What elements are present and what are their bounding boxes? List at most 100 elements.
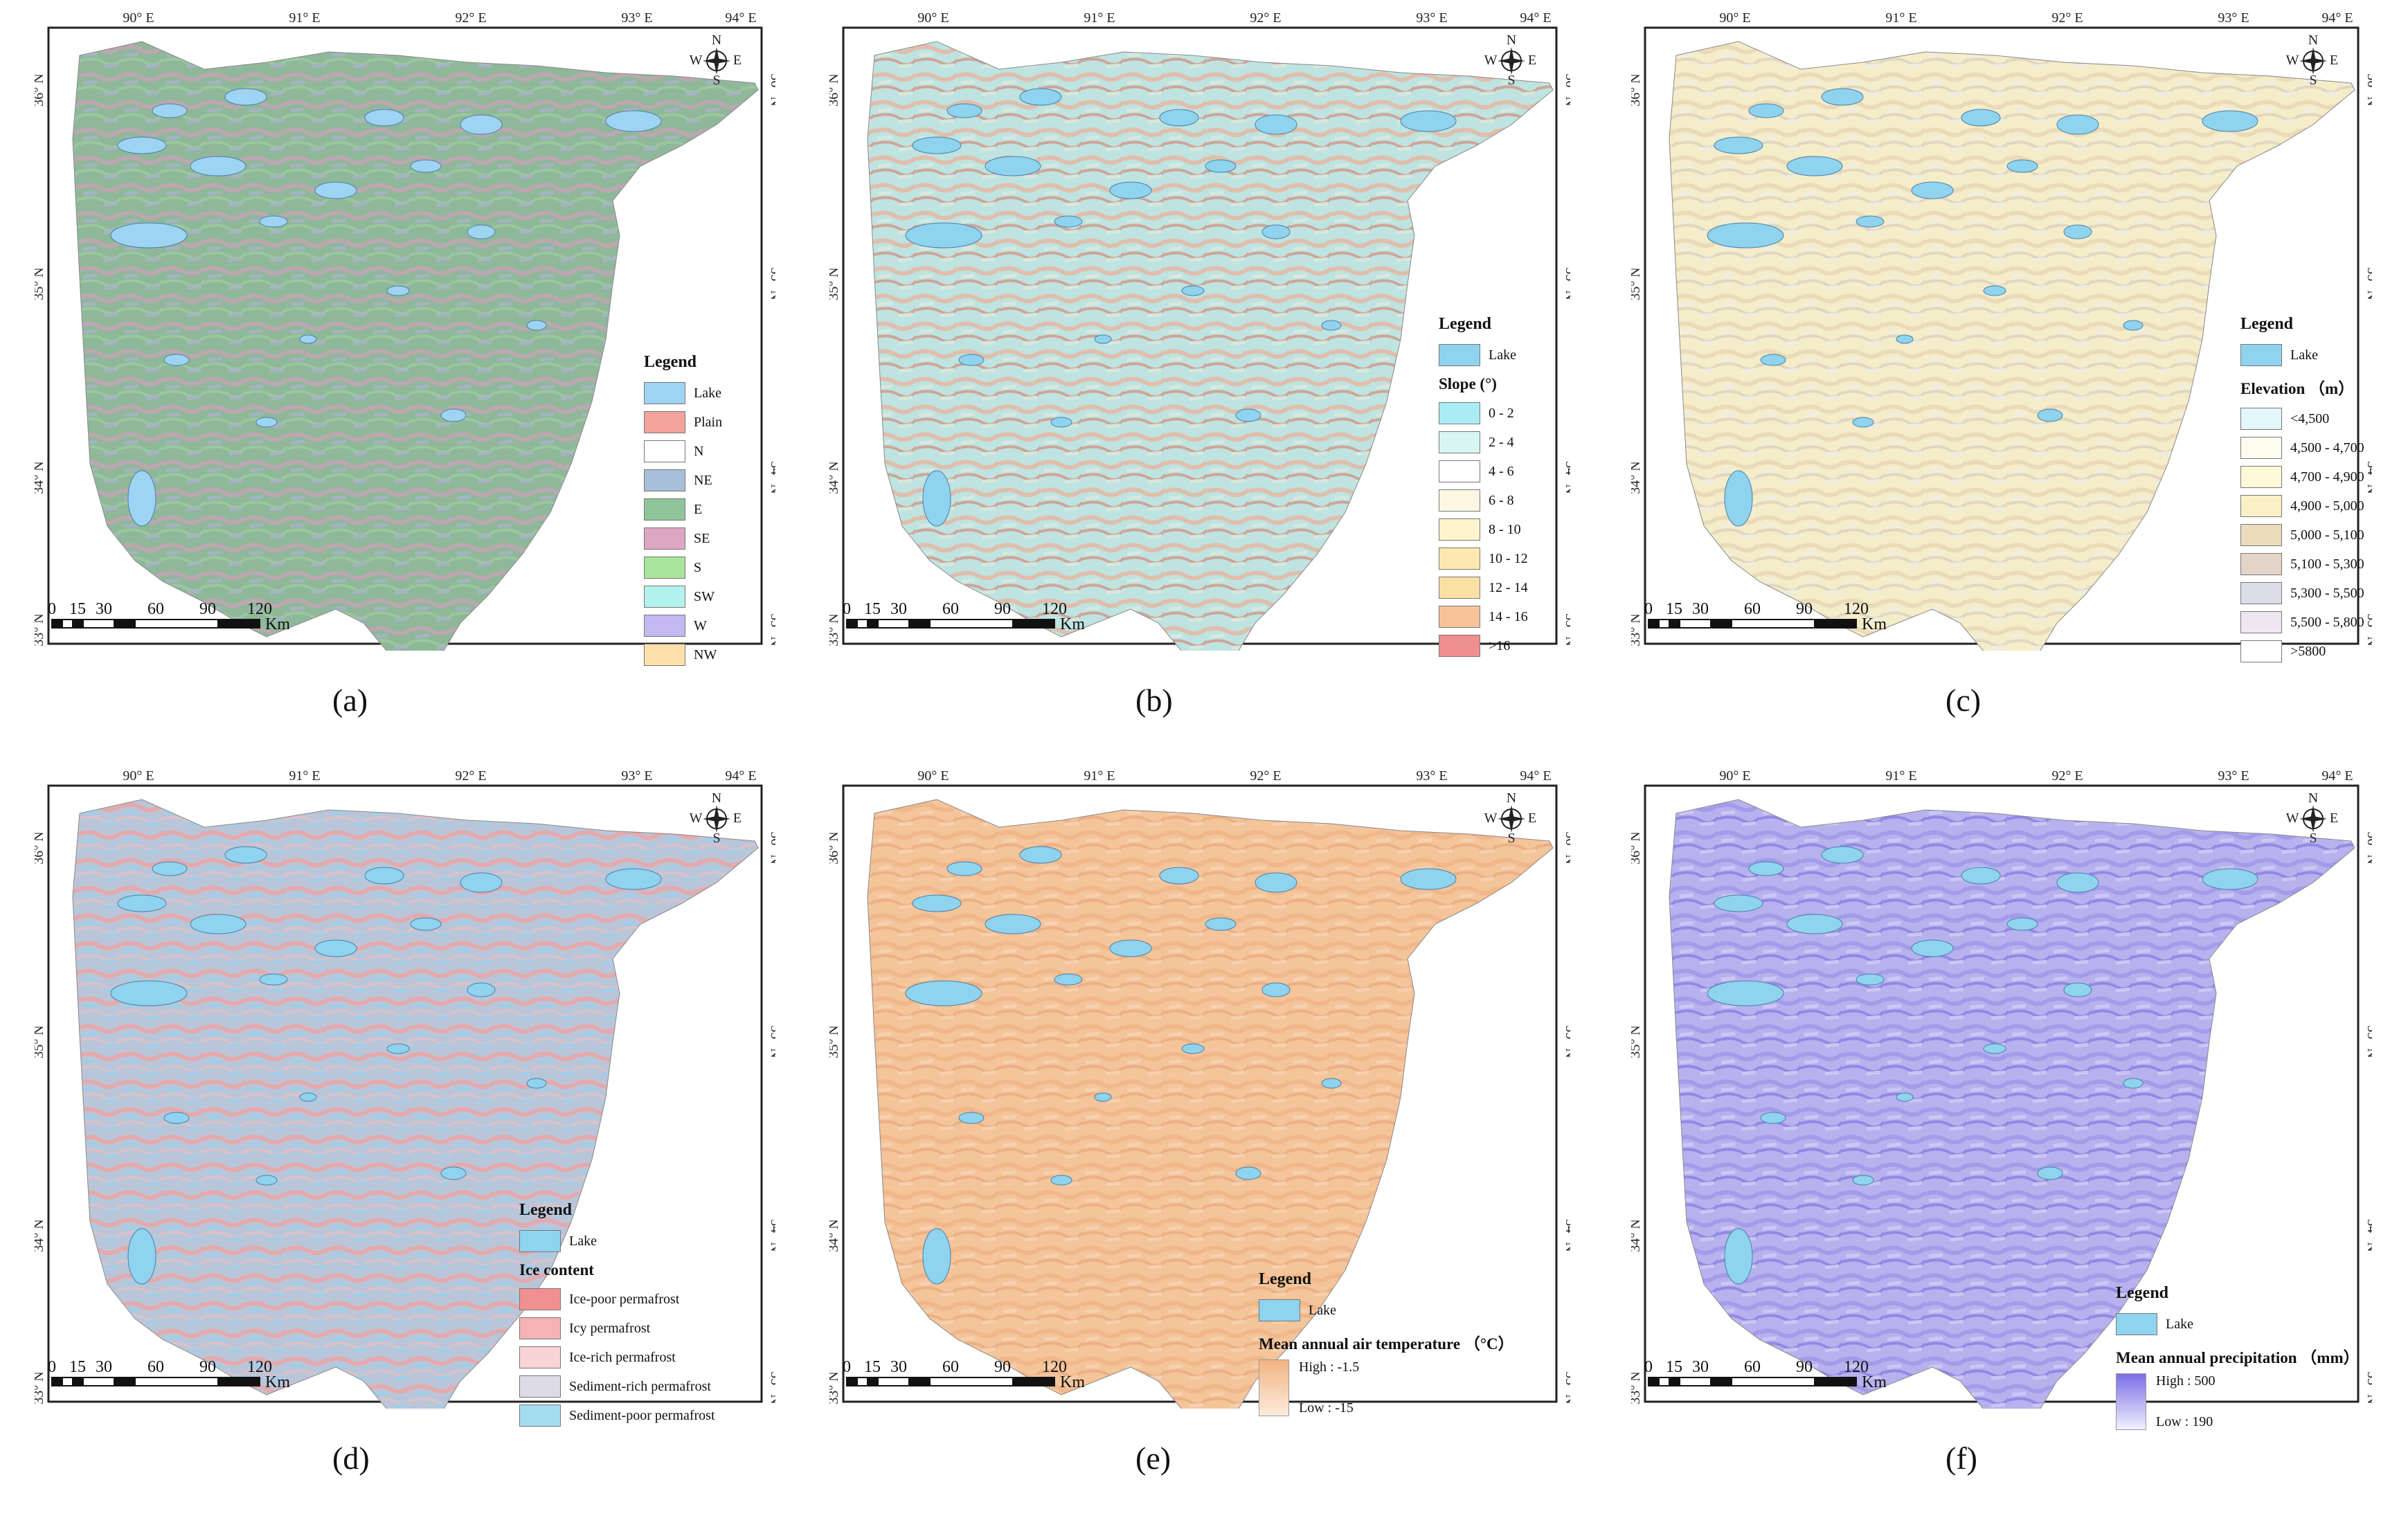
legend-item: W — [644, 611, 722, 640]
legend-title: Legend — [519, 1201, 573, 1219]
legend-subtitle: Mean annual air temperature （°C） — [1259, 1335, 1514, 1353]
legend-ramp: High : 500 Low : 190 — [2116, 1373, 2360, 1430]
lon-label-top: 92° E — [455, 768, 486, 784]
legend-title: Legend — [644, 353, 697, 371]
lake-shape — [2123, 1078, 2144, 1089]
legend-item: 5,300 - 5,500 — [2240, 579, 2364, 608]
legend-label: 4,900 - 5,000 — [2290, 498, 2364, 514]
lake-shape — [1094, 334, 1112, 344]
svg-text:E: E — [1528, 811, 1536, 826]
svg-text:0: 0 — [48, 1358, 56, 1376]
svg-text:120: 120 — [1844, 600, 1869, 618]
panel-caption: (b) — [1135, 683, 1173, 718]
svg-text:90: 90 — [994, 1358, 1011, 1376]
lon-label-top: 91° E — [289, 768, 320, 784]
lake-shape — [2006, 159, 2038, 173]
svg-text:E: E — [1528, 53, 1536, 68]
legend-swatch — [1439, 548, 1480, 570]
legend-label: Lake — [2290, 347, 2318, 363]
svg-text:120: 120 — [1844, 1358, 1869, 1376]
lon-label-top: 91° E — [1084, 768, 1115, 784]
legend-label: 5,100 - 5,300 — [2290, 556, 2364, 572]
svg-text:90: 90 — [199, 1358, 216, 1376]
legend-label: NW — [694, 647, 717, 662]
legend-label: 8 - 10 — [1489, 521, 1521, 537]
legend-item: 14 - 16 — [1439, 602, 1528, 631]
lake-shape — [1205, 159, 1237, 173]
svg-text:W: W — [1484, 53, 1498, 68]
compass-icon: N SE W — [1484, 790, 1537, 846]
lake-shape — [1707, 980, 1784, 1006]
lat-label-right: 33° N — [1563, 613, 1570, 646]
lat-label-right: 34° N — [2364, 1219, 2372, 1252]
study-region — [1669, 41, 2355, 651]
legend-swatch — [644, 440, 685, 462]
legend-item: Lake — [2240, 341, 2364, 370]
legend-swatch — [644, 586, 685, 608]
lake-shape — [467, 982, 496, 997]
legend-swatch — [644, 557, 685, 579]
map-legend: Legend Lake Slope (°) 0 - 2 2 - 4 4 - 6 6 - 8 8… — [1439, 315, 1528, 660]
lake-shape — [1181, 285, 1205, 296]
svg-text:N: N — [712, 790, 721, 806]
svg-text:N: N — [2308, 33, 2318, 48]
legend-label: 4 - 6 — [1489, 463, 1514, 479]
lake-shape — [922, 470, 951, 527]
legend-title: Legend — [1259, 1270, 1312, 1288]
lake-shape — [1019, 88, 1062, 106]
svg-text:W: W — [690, 811, 703, 826]
legend-item: 4,700 - 4,900 — [2240, 462, 2364, 491]
lake-shape — [1261, 224, 1291, 240]
lat-label-left: 33° N — [829, 1371, 841, 1404]
lat-label-left: 36° N — [1631, 831, 1643, 864]
lake-shape — [1255, 872, 1297, 893]
map-panel-5: 90° E90° E91° E91° E92° E92° E93° E93° E… — [829, 758, 1570, 1416]
lake-shape — [110, 222, 188, 249]
lake-shape — [1050, 1175, 1072, 1186]
panel-caption: (e) — [1135, 1440, 1171, 1476]
legend-ramp: High : -1.5 Low : -15 — [1259, 1359, 1514, 1416]
legend-swatch — [2240, 344, 2282, 366]
legend-label: 2 - 4 — [1489, 434, 1514, 450]
lake-shape — [1961, 867, 2001, 885]
lake-shape — [605, 868, 662, 890]
legend-item: Sediment-poor permafrost — [519, 1401, 715, 1430]
lake-shape — [1748, 103, 1784, 118]
lat-label-left: 34° N — [829, 461, 841, 494]
legend-swatch — [2240, 611, 2282, 633]
lake-shape — [526, 320, 547, 331]
legend-swatch — [2240, 524, 2282, 546]
legend-item: 5,100 - 5,300 — [2240, 550, 2364, 579]
legend-label: 0 - 2 — [1489, 405, 1514, 421]
legend-swatch — [1439, 489, 1480, 512]
lake-shape — [1852, 1175, 1874, 1186]
lat-label-right: 33° N — [768, 613, 775, 646]
svg-text:90: 90 — [994, 600, 1011, 618]
lon-label-top: 91° E — [289, 10, 320, 26]
legend-swatch — [644, 469, 685, 491]
legend-label: 5,300 - 5,500 — [2290, 585, 2364, 601]
map-panel-4: 90° E90° E91° E91° E92° E92° E93° E93° E… — [35, 758, 775, 1427]
svg-text:W: W — [690, 53, 703, 68]
lat-label-left: 33° N — [35, 1371, 46, 1404]
lat-label-right: 34° N — [1563, 461, 1570, 494]
legend-label: Sediment-rich permafrost — [569, 1378, 711, 1394]
lake-shape — [1094, 1092, 1112, 1102]
legend-label: Lake — [1309, 1302, 1336, 1318]
lake-shape — [1400, 110, 1457, 132]
lon-label-top: 90° E — [917, 768, 949, 784]
legend-label: 4,700 - 4,900 — [2290, 469, 2364, 485]
lake-shape — [127, 1228, 156, 1285]
legend-swatch — [2116, 1313, 2157, 1335]
legend-swatch — [519, 1346, 561, 1368]
svg-text:N: N — [712, 33, 721, 48]
map-panel-6: 90° E90° E91° E91° E92° E92° E93° E93° E… — [1631, 758, 2372, 1430]
svg-text:30: 30 — [1692, 1358, 1709, 1376]
legend-item: Ice-rich permafrost — [519, 1343, 715, 1372]
legend-swatch — [2240, 495, 2282, 517]
lat-label-left: 35° N — [35, 267, 46, 300]
svg-text:60: 60 — [1744, 1358, 1761, 1376]
legend-swatch — [2240, 553, 2282, 575]
lake-shape — [946, 103, 982, 118]
